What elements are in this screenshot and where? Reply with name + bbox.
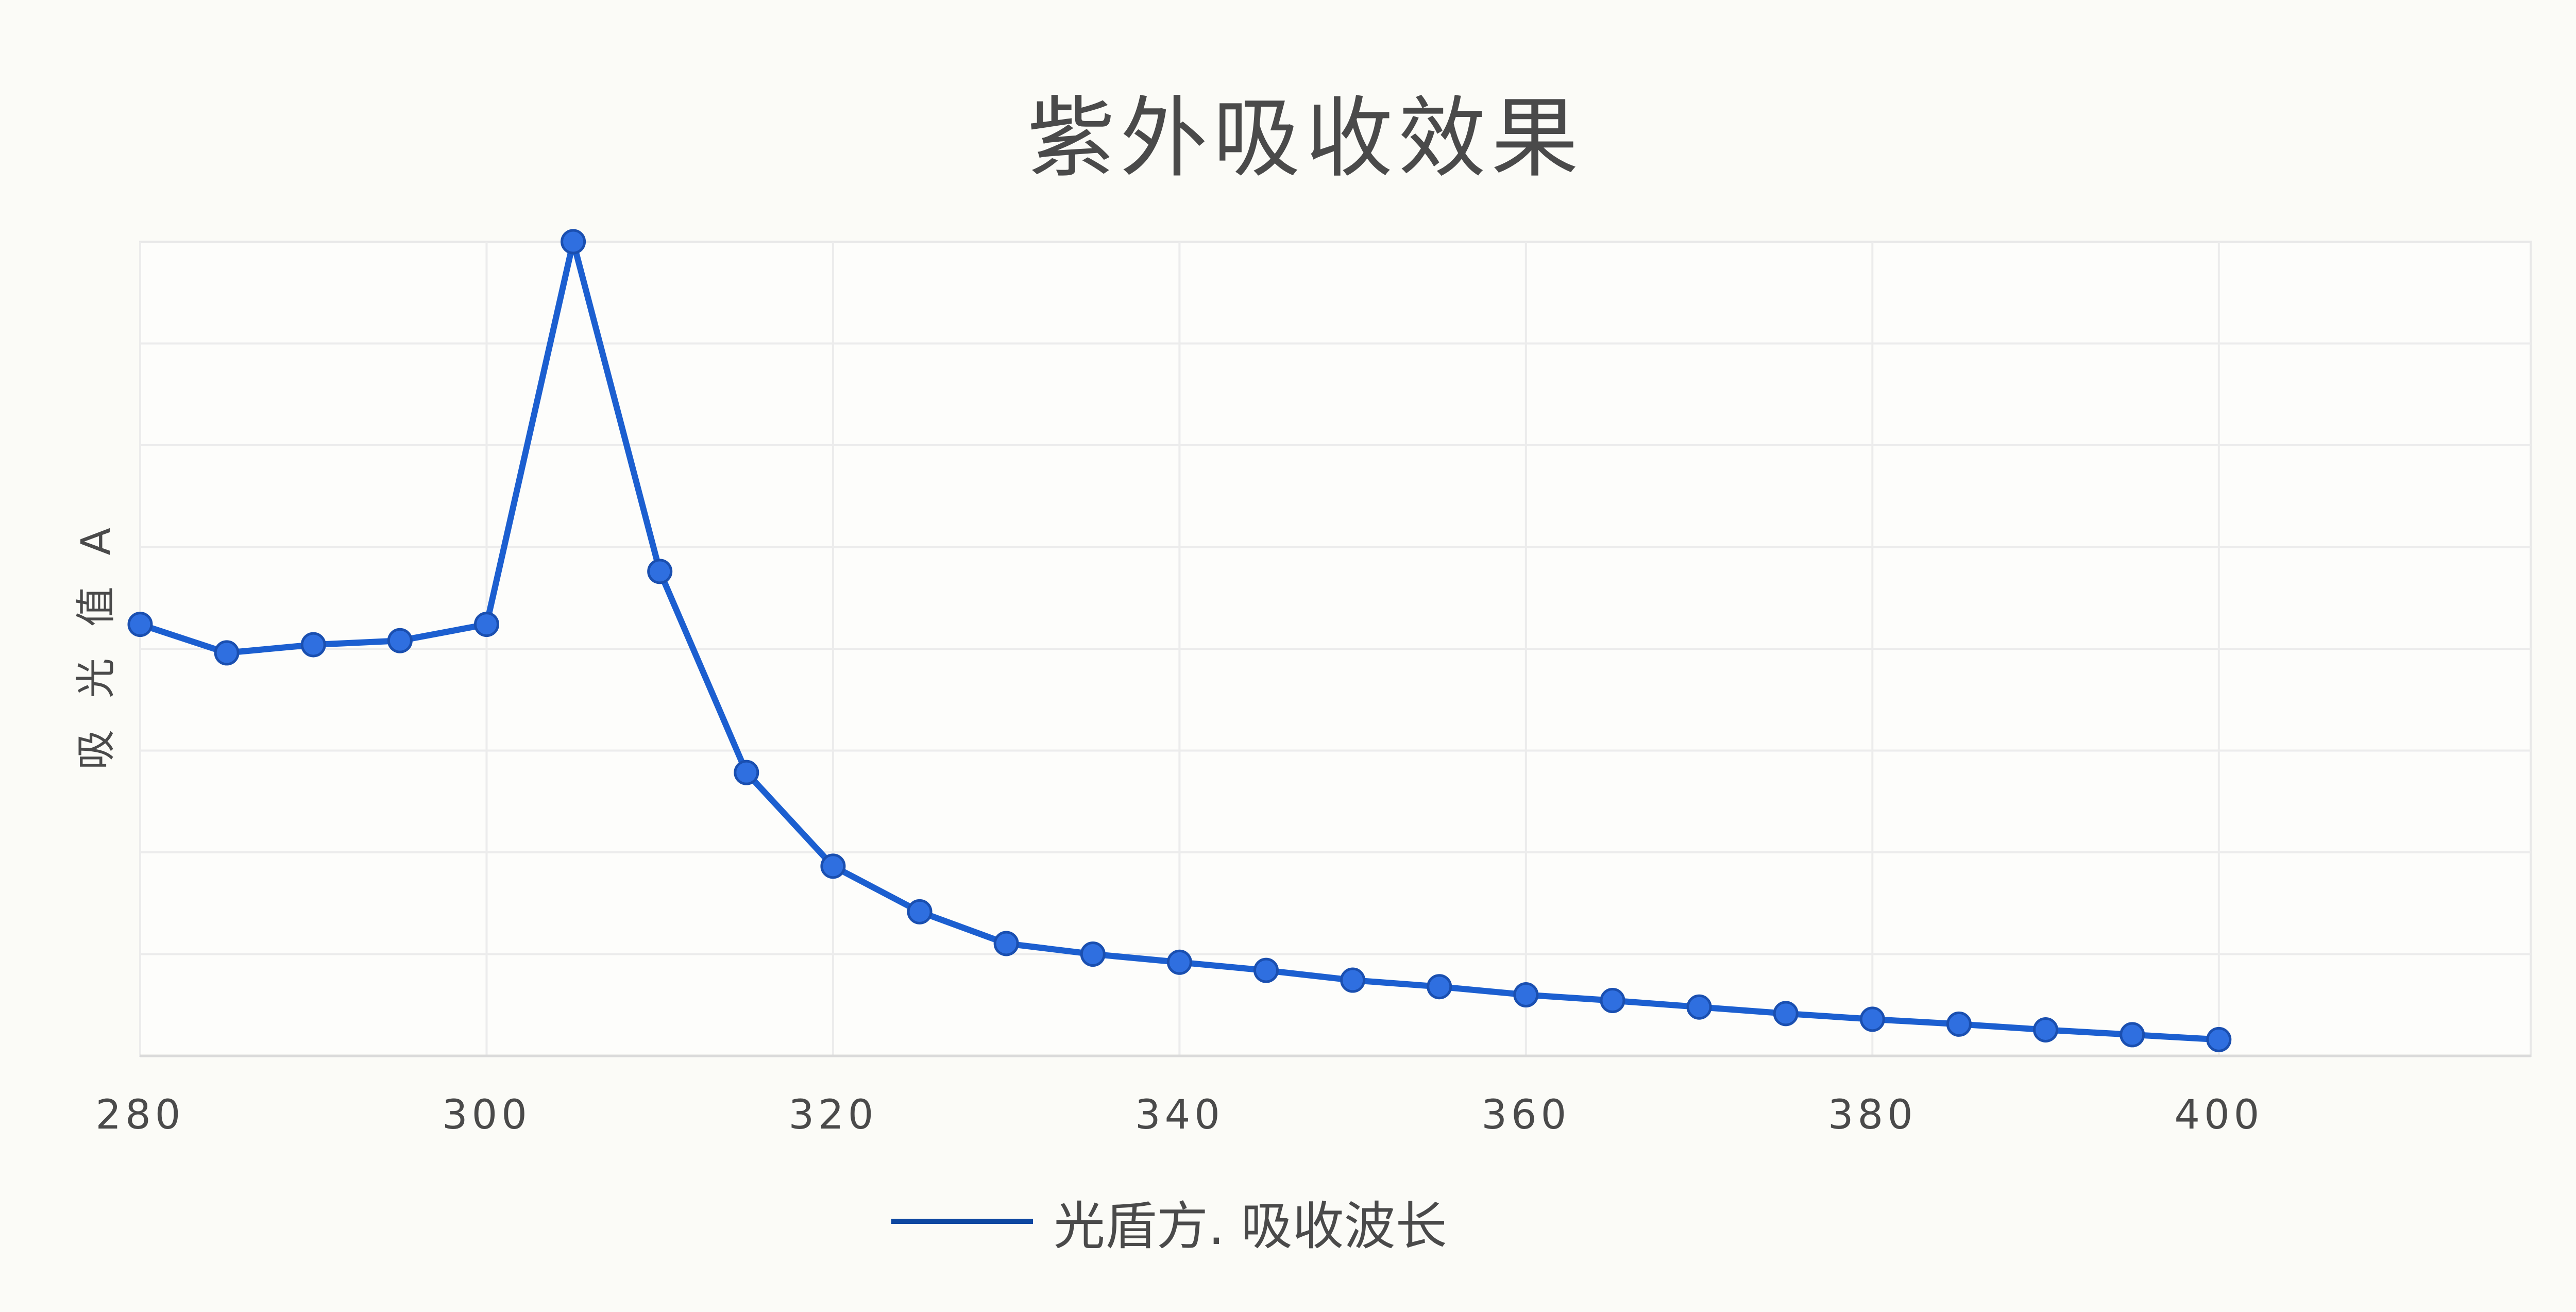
x-tick-label: 380 [1828,1092,1917,1138]
legend-label: 光盾方. 吸收波长 [1054,1196,1447,1256]
x-tick-label: 280 [96,1092,185,1138]
data-point [1427,974,1452,1000]
data-point [214,640,240,666]
data-point [2120,1022,2145,1048]
data-point [993,931,1019,956]
data-point [2206,1027,2232,1052]
data-point [387,628,413,653]
data-point [561,229,586,255]
x-tick-label: 320 [788,1092,877,1138]
data-point [1340,967,1366,993]
data-point [2033,1017,2059,1042]
data-point [127,612,153,637]
data-point [1513,982,1539,1007]
data-point [473,612,499,637]
data-point [734,760,759,785]
legend-line-swatch [891,1219,1033,1224]
data-point [1253,957,1279,983]
x-tick-label: 400 [2174,1092,2263,1138]
x-tick-label: 300 [442,1092,531,1138]
data-point [1946,1011,1972,1037]
data-point [1080,941,1106,967]
legend: 光盾方. 吸收波长 [891,1180,1447,1263]
data-point [1773,1001,1799,1027]
data-point [1166,949,1192,975]
x-tick-label: 360 [1481,1092,1570,1138]
data-point [1600,988,1625,1014]
data-point [1686,994,1712,1020]
data-point [907,899,933,924]
chart-title: 紫外吸收效果 [1027,88,1584,190]
x-tick-label: 340 [1135,1092,1224,1138]
data-point [647,559,673,584]
data-point [820,853,846,879]
data-point [300,632,326,658]
data-point [1859,1006,1885,1032]
